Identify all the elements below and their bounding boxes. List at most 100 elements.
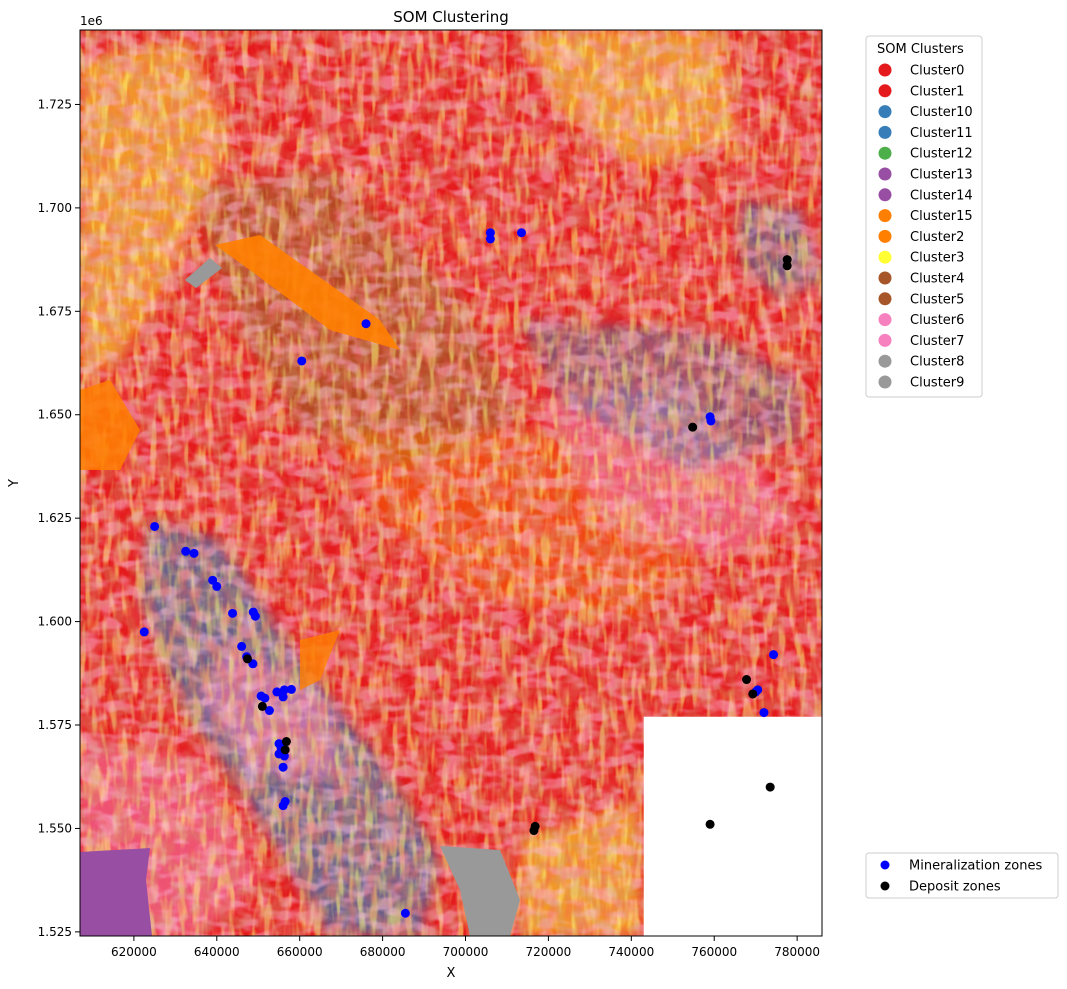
- points-legend: Mineralization zones Deposit zones: [865, 852, 1059, 899]
- x-tick-label: 700000: [443, 945, 489, 959]
- y-tick-label: 1.675: [38, 304, 72, 318]
- deposit-zone-point: [765, 782, 775, 792]
- mineralization-zone-point: [516, 228, 526, 238]
- x-tick-label: 720000: [526, 945, 572, 959]
- mineralization-zone-point: [212, 581, 222, 591]
- y-tick-label: 1.575: [38, 718, 72, 732]
- cluster-legend-label: Cluster7: [910, 334, 964, 349]
- points-legend-marker: [880, 860, 890, 870]
- y-tick-label: 1.650: [38, 408, 72, 422]
- cluster-legend-marker: [878, 250, 892, 264]
- y-tick-label: 1.625: [38, 511, 72, 525]
- cluster-legend-marker: [878, 84, 892, 98]
- x-tick-label: 680000: [360, 945, 406, 959]
- mineralization-zone-point: [250, 611, 260, 621]
- cluster-legend-label: Cluster10: [910, 105, 973, 120]
- deposit-zone-point: [742, 675, 752, 685]
- cluster-legend-marker: [878, 375, 892, 389]
- x-tick-label: 760000: [691, 945, 737, 959]
- mineralization-zone-point: [769, 650, 779, 660]
- mineralization-zone-point: [237, 641, 247, 651]
- cluster-legend-label: Cluster9: [910, 376, 964, 391]
- cluster-legend-marker: [878, 209, 892, 223]
- points-legend-label: Deposit zones: [909, 880, 1001, 895]
- cluster-legend-marker: [878, 188, 892, 202]
- cluster-legend-label: Cluster4: [910, 272, 964, 287]
- points-legend-marker: [880, 881, 890, 891]
- cluster-legend-title: SOM Clusters: [877, 42, 964, 57]
- cluster-legend-label: Cluster3: [910, 251, 964, 266]
- mineralization-zone-point: [272, 687, 282, 697]
- x-axis-label: X: [447, 966, 456, 981]
- y-tick-label: 1.600: [38, 615, 72, 629]
- mineralization-zone-point: [139, 627, 149, 637]
- y-tick-label: 1.550: [38, 821, 72, 835]
- x-tick-label: 640000: [194, 945, 240, 959]
- cluster-legend-label: Cluster2: [910, 230, 964, 245]
- cluster-legend-label: Cluster11: [910, 126, 973, 141]
- deposit-zone-point: [529, 826, 539, 836]
- mineralization-zone-point: [706, 416, 716, 426]
- cluster-legend-marker: [878, 313, 892, 327]
- x-axis-ticks: 620000 640000 660000 680000 700000 720000 7400…: [111, 936, 820, 959]
- cluster-legend-marker: [878, 63, 892, 77]
- x-tick-label: 740000: [608, 945, 654, 959]
- cluster-legend-label: Cluster12: [910, 147, 973, 162]
- mineralization-zone-point: [278, 762, 288, 772]
- deposit-zone-point: [782, 255, 792, 265]
- cluster-legend: SOM Clusters Cluster0 Cluster1 Cluster10 Cl…: [865, 35, 983, 398]
- deposit-zone-point: [748, 689, 758, 699]
- plot-frame: [79, 29, 823, 937]
- mineralization-zone-point: [485, 234, 495, 244]
- cluster-legend-marker: [878, 167, 892, 181]
- cluster-legend-marker: [878, 125, 892, 139]
- deposit-zone-point: [257, 701, 267, 711]
- x-tick-label: 660000: [277, 945, 323, 959]
- mineralization-zone-point: [759, 708, 769, 718]
- mineralization-zone-point: [297, 356, 307, 366]
- cluster-legend-marker: [878, 333, 892, 347]
- cluster-legend-label: Cluster6: [910, 313, 964, 328]
- cluster-legend-marker: [878, 292, 892, 306]
- x-tick-label: 780000: [774, 945, 820, 959]
- y-axis-label: Y: [7, 479, 22, 488]
- chart-title: SOM Clustering: [393, 8, 508, 26]
- mineralization-zone-point: [278, 692, 288, 702]
- cluster-legend-marker: [878, 271, 892, 285]
- mineralization-zone-point: [150, 521, 160, 531]
- deposit-zone-point: [281, 737, 291, 747]
- y-tick-label: 1.725: [38, 97, 72, 111]
- som-cluster-raster: [80, 30, 822, 936]
- mineralization-zone-point: [286, 684, 296, 694]
- y-tick-label: 1.525: [38, 925, 72, 939]
- deposit-zone-point: [705, 819, 715, 829]
- cluster-legend-marker: [878, 229, 892, 243]
- cluster-legend-label: Cluster13: [910, 168, 973, 183]
- cluster-legend-label: Cluster8: [910, 355, 964, 370]
- y-axis-offset-label: 1e6: [80, 14, 103, 28]
- deposit-zone-point: [782, 261, 792, 271]
- mineralization-zone-point: [228, 608, 238, 618]
- mineralization-zone-point: [278, 801, 288, 811]
- x-tick-label: 620000: [111, 945, 157, 959]
- mineralization-zone-point: [189, 548, 199, 558]
- points-legend-label: Mineralization zones: [909, 859, 1042, 874]
- cluster-legend-marker: [878, 146, 892, 160]
- deposit-zone-point: [242, 654, 252, 664]
- mineralization-zone-point: [264, 706, 274, 716]
- cluster-legend-label: Cluster0: [910, 64, 964, 79]
- raster-no-data-region: [643, 716, 822, 936]
- cluster-legend-label: Cluster15: [910, 209, 973, 224]
- y-axis-ticks: 1.525 1.550 1.575 1.600 1.625 1.650 1.675 1.700…: [38, 97, 80, 939]
- y-tick-label: 1.700: [38, 201, 72, 215]
- cluster-legend-label: Cluster1: [910, 84, 964, 99]
- scatter-points: [139, 228, 792, 918]
- deposit-zone-point: [280, 745, 290, 755]
- deposit-zone-point: [688, 422, 698, 432]
- mineralization-zone-point: [279, 685, 289, 695]
- mineralization-zone-point: [260, 693, 270, 703]
- mineralization-zone-point: [400, 908, 410, 918]
- cluster-legend-label: Cluster5: [910, 292, 964, 307]
- mineralization-zone-point: [181, 546, 191, 556]
